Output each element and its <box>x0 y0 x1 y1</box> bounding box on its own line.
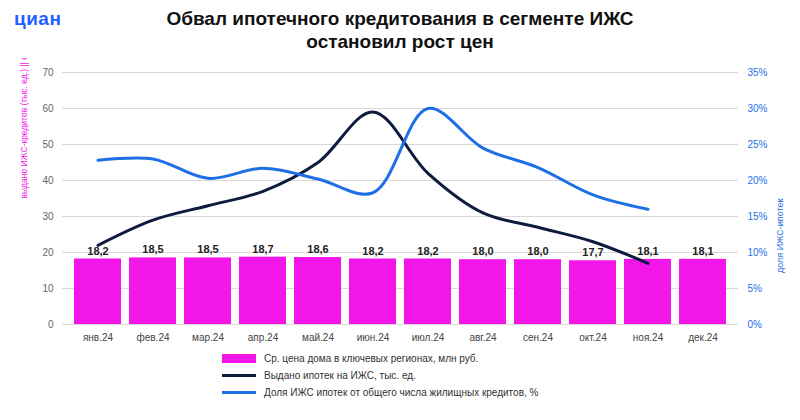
svg-text:фев.24: фев.24 <box>136 332 169 343</box>
svg-text:17,7: 17,7 <box>582 246 603 258</box>
svg-text:май.24: май.24 <box>302 332 334 343</box>
html-text:Доля ИЖС ипотек от общего числ: Доля ИЖС ипотек от общего числа жилищных… <box>264 387 539 398</box>
svg-text:июн.24: июн.24 <box>357 332 390 343</box>
svg-text:20%: 20% <box>748 175 768 186</box>
svg-text:авг.24: авг.24 <box>469 332 497 343</box>
svg-text:18,0: 18,0 <box>472 245 493 257</box>
svg-text:25%: 25% <box>748 139 768 150</box>
svg-text:18,5: 18,5 <box>142 243 163 255</box>
svg-text:18,2: 18,2 <box>417 245 438 257</box>
svg-text:18,1: 18,1 <box>637 245 658 257</box>
html-text:циан: циан <box>14 8 62 29</box>
svg-text:дек.24: дек.24 <box>688 332 718 343</box>
svg-text:20: 20 <box>42 247 54 258</box>
svg-text:0: 0 <box>48 319 54 330</box>
svg-text:50: 50 <box>42 139 54 150</box>
svg-text:5%: 5% <box>748 283 763 294</box>
svg-text:0%: 0% <box>748 319 763 330</box>
svg-text:18,5: 18,5 <box>197 243 218 255</box>
svg-text:окт.24: окт.24 <box>579 332 607 343</box>
svg-text:18,0: 18,0 <box>527 245 548 257</box>
svg-text:30: 30 <box>42 211 54 222</box>
svg-text:выдано ИЖС-кредитов (тыс. ед.): выдано ИЖС-кредитов (тыс. ед.) || ср. це… <box>19 58 29 199</box>
svg-text:июл.24: июл.24 <box>412 332 445 343</box>
svg-text:10: 10 <box>42 283 54 294</box>
svg-text:доля ИЖС-ипотек: доля ИЖС-ипотек <box>775 198 785 273</box>
svg-text:10%: 10% <box>748 247 768 258</box>
svg-text:янв.24: янв.24 <box>83 332 114 343</box>
html-text:Ср. цена дома в ключевых регио: Ср. цена дома в ключевых регионах, млн р… <box>264 353 479 364</box>
svg-text:30%: 30% <box>748 103 768 114</box>
svg-text:18,2: 18,2 <box>87 244 109 257</box>
svg-text:апр.24: апр.24 <box>248 332 279 343</box>
svg-text:18,6: 18,6 <box>307 243 328 255</box>
svg-text:15%: 15% <box>748 211 768 222</box>
svg-text:40: 40 <box>42 175 54 186</box>
svg-text:ноя.24: ноя.24 <box>633 332 664 343</box>
svg-text:35%: 35% <box>748 67 768 78</box>
svg-text:мар.24: мар.24 <box>192 332 224 343</box>
svg-text:60: 60 <box>42 103 54 114</box>
html-text:Выдано ипотек на ИЖС, тыс. ед.: Выдано ипотек на ИЖС, тыс. ед. <box>264 370 416 381</box>
svg-text:18,2: 18,2 <box>362 245 383 257</box>
svg-text:сен.24: сен.24 <box>523 332 553 343</box>
svg-text:18,7: 18,7 <box>252 243 273 255</box>
svg-text:18,1: 18,1 <box>692 245 713 257</box>
svg-text:70: 70 <box>42 67 54 78</box>
html-text:Обвал ипотечного кредитования: Обвал ипотечного кредитования в сегменте… <box>166 8 634 52</box>
